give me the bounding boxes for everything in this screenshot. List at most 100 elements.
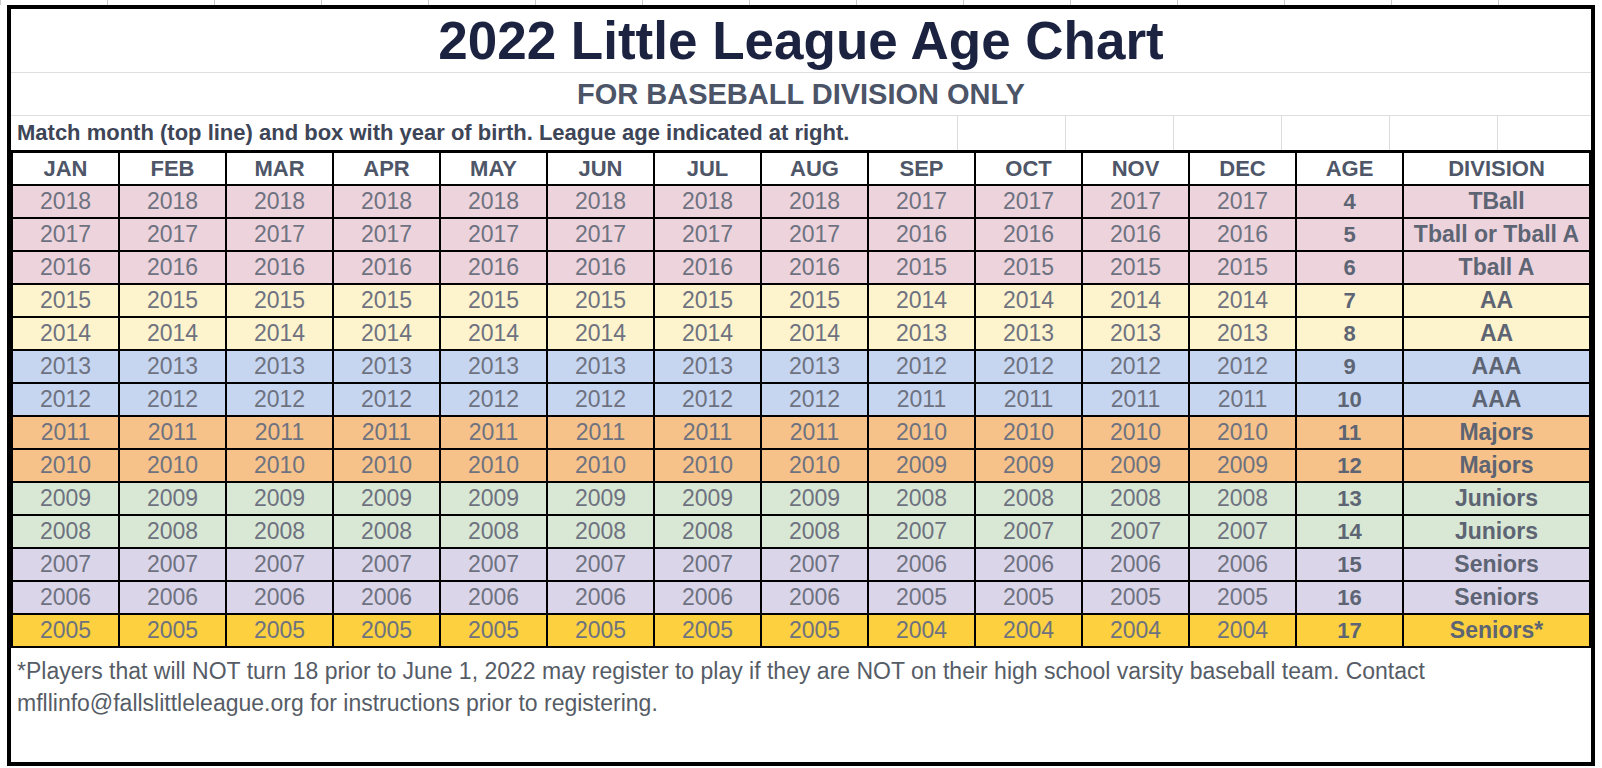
year-cell: 2017 [440, 218, 547, 251]
year-cell: 2010 [12, 449, 119, 482]
year-cell: 2010 [333, 449, 440, 482]
year-cell: 2009 [226, 482, 333, 515]
year-cell: 2008 [975, 482, 1082, 515]
year-cell: 2017 [1082, 185, 1189, 218]
age-cell: 5 [1296, 218, 1403, 251]
year-cell: 2006 [654, 581, 761, 614]
year-cell: 2016 [761, 251, 868, 284]
subtitle-row: FOR BASEBALL DIVISION ONLY [11, 73, 1591, 116]
division-cell: Seniors [1403, 581, 1590, 614]
year-cell: 2008 [1082, 482, 1189, 515]
table-row: 2005200520052005200520052005200520042004… [12, 614, 1590, 647]
year-cell: 2010 [868, 416, 975, 449]
year-cell: 2013 [761, 350, 868, 383]
year-cell: 2015 [761, 284, 868, 317]
year-cell: 2013 [654, 350, 761, 383]
year-cell: 2015 [975, 251, 1082, 284]
year-cell: 2005 [1082, 581, 1189, 614]
year-cell: 2008 [761, 515, 868, 548]
year-cell: 2009 [761, 482, 868, 515]
age-cell: 13 [1296, 482, 1403, 515]
column-header-mar: MAR [226, 152, 333, 186]
year-cell: 2013 [12, 350, 119, 383]
year-cell: 2016 [975, 218, 1082, 251]
column-header-age: AGE [1296, 152, 1403, 186]
year-cell: 2009 [654, 482, 761, 515]
column-header-apr: APR [333, 152, 440, 186]
title-row: 2022 Little League Age Chart [11, 9, 1591, 73]
year-cell: 2013 [440, 350, 547, 383]
year-cell: 2018 [119, 185, 226, 218]
year-cell: 2014 [226, 317, 333, 350]
year-cell: 2004 [1189, 614, 1296, 647]
year-cell: 2015 [12, 284, 119, 317]
year-cell: 2006 [1189, 548, 1296, 581]
age-cell: 15 [1296, 548, 1403, 581]
table-row: 2016201620162016201620162016201620152015… [12, 251, 1590, 284]
table-row: 2011201120112011201120112011201120102010… [12, 416, 1590, 449]
age-cell: 4 [1296, 185, 1403, 218]
table-row: 2008200820082008200820082008200820072007… [12, 515, 1590, 548]
year-cell: 2007 [12, 548, 119, 581]
year-cell: 2013 [975, 317, 1082, 350]
year-cell: 2007 [868, 515, 975, 548]
year-cell: 2012 [868, 350, 975, 383]
division-cell: Majors [1403, 416, 1590, 449]
table-row: 2009200920092009200920092009200920082008… [12, 482, 1590, 515]
year-cell: 2010 [1189, 416, 1296, 449]
year-cell: 2011 [12, 416, 119, 449]
age-cell: 9 [1296, 350, 1403, 383]
year-cell: 2006 [868, 548, 975, 581]
year-cell: 2007 [547, 548, 654, 581]
year-cell: 2005 [654, 614, 761, 647]
year-cell: 2009 [12, 482, 119, 515]
division-cell: Juniors [1403, 482, 1590, 515]
page-title: 2022 Little League Age Chart [438, 10, 1164, 71]
year-cell: 2014 [333, 317, 440, 350]
year-cell: 2017 [12, 218, 119, 251]
year-cell: 2006 [1082, 548, 1189, 581]
year-cell: 2015 [333, 284, 440, 317]
header-row: JANFEBMARAPRMAYJUNJULAUGSEPOCTNOVDECAGED… [12, 152, 1590, 186]
gridline-divider [957, 116, 1591, 150]
table-row: 2018201820182018201820182018201820172017… [12, 185, 1590, 218]
year-cell: 2016 [226, 251, 333, 284]
year-cell: 2015 [868, 251, 975, 284]
year-cell: 2007 [440, 548, 547, 581]
year-cell: 2006 [547, 581, 654, 614]
year-cell: 2011 [333, 416, 440, 449]
year-cell: 2018 [12, 185, 119, 218]
year-cell: 2016 [868, 218, 975, 251]
table-row: 2015201520152015201520152015201520142014… [12, 284, 1590, 317]
instruction-text: Match month (top line) and box with year… [17, 120, 849, 146]
year-cell: 2011 [1189, 383, 1296, 416]
age-table: JANFEBMARAPRMAYJUNJULAUGSEPOCTNOVDECAGED… [11, 150, 1591, 648]
year-cell: 2012 [975, 350, 1082, 383]
year-cell: 2013 [1082, 317, 1189, 350]
year-cell: 2014 [547, 317, 654, 350]
year-cell: 2010 [119, 449, 226, 482]
year-cell: 2017 [226, 218, 333, 251]
column-header-jul: JUL [654, 152, 761, 186]
year-cell: 2005 [119, 614, 226, 647]
year-cell: 2014 [868, 284, 975, 317]
year-cell: 2013 [547, 350, 654, 383]
year-cell: 2012 [119, 383, 226, 416]
year-cell: 2005 [761, 614, 868, 647]
year-cell: 2012 [1082, 350, 1189, 383]
year-cell: 2009 [547, 482, 654, 515]
year-cell: 2009 [440, 482, 547, 515]
year-cell: 2010 [226, 449, 333, 482]
year-cell: 2007 [333, 548, 440, 581]
year-cell: 2012 [12, 383, 119, 416]
year-cell: 2006 [12, 581, 119, 614]
footer-note: *Players that will NOT turn 18 prior to … [11, 648, 1591, 719]
year-cell: 2007 [654, 548, 761, 581]
column-header-nov: NOV [1082, 152, 1189, 186]
year-cell: 2008 [119, 515, 226, 548]
table-row: 2014201420142014201420142014201420132013… [12, 317, 1590, 350]
year-cell: 2004 [975, 614, 1082, 647]
age-chart: 2022 Little League Age Chart FOR BASEBAL… [7, 5, 1595, 766]
year-cell: 2015 [1082, 251, 1189, 284]
year-cell: 2005 [12, 614, 119, 647]
